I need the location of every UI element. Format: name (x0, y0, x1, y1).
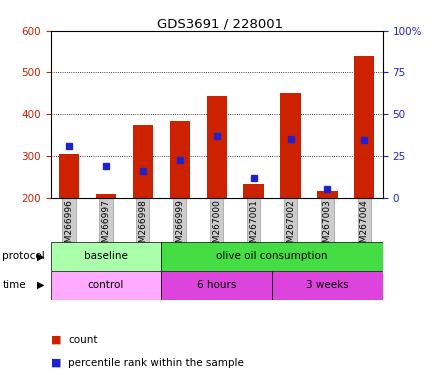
Text: ▶: ▶ (37, 251, 45, 262)
Text: 6 hours: 6 hours (197, 280, 236, 290)
Bar (317, 192, 337, 198)
Text: GDS3691 / 228001: GDS3691 / 228001 (157, 17, 283, 30)
Bar (161, 242, 383, 271)
Bar (354, 56, 374, 198)
Bar (51, 271, 161, 300)
Text: percentile rank within the sample: percentile rank within the sample (68, 358, 244, 368)
Bar (161, 271, 272, 300)
Bar (243, 184, 264, 198)
Bar (280, 93, 301, 198)
Bar (59, 154, 79, 198)
Text: time: time (2, 280, 26, 290)
Text: olive oil consumption: olive oil consumption (216, 251, 328, 262)
Text: count: count (68, 335, 98, 345)
Bar (206, 96, 227, 198)
Text: protocol: protocol (2, 251, 45, 262)
Text: control: control (88, 280, 124, 290)
Bar (170, 121, 190, 198)
Text: ■: ■ (51, 358, 61, 368)
Text: ▶: ▶ (37, 280, 45, 290)
Text: ■: ■ (51, 335, 61, 345)
Bar (96, 194, 116, 198)
Text: baseline: baseline (84, 251, 128, 262)
Bar (272, 271, 383, 300)
Bar (133, 125, 153, 198)
Text: 3 weeks: 3 weeks (306, 280, 349, 290)
Bar (51, 242, 161, 271)
